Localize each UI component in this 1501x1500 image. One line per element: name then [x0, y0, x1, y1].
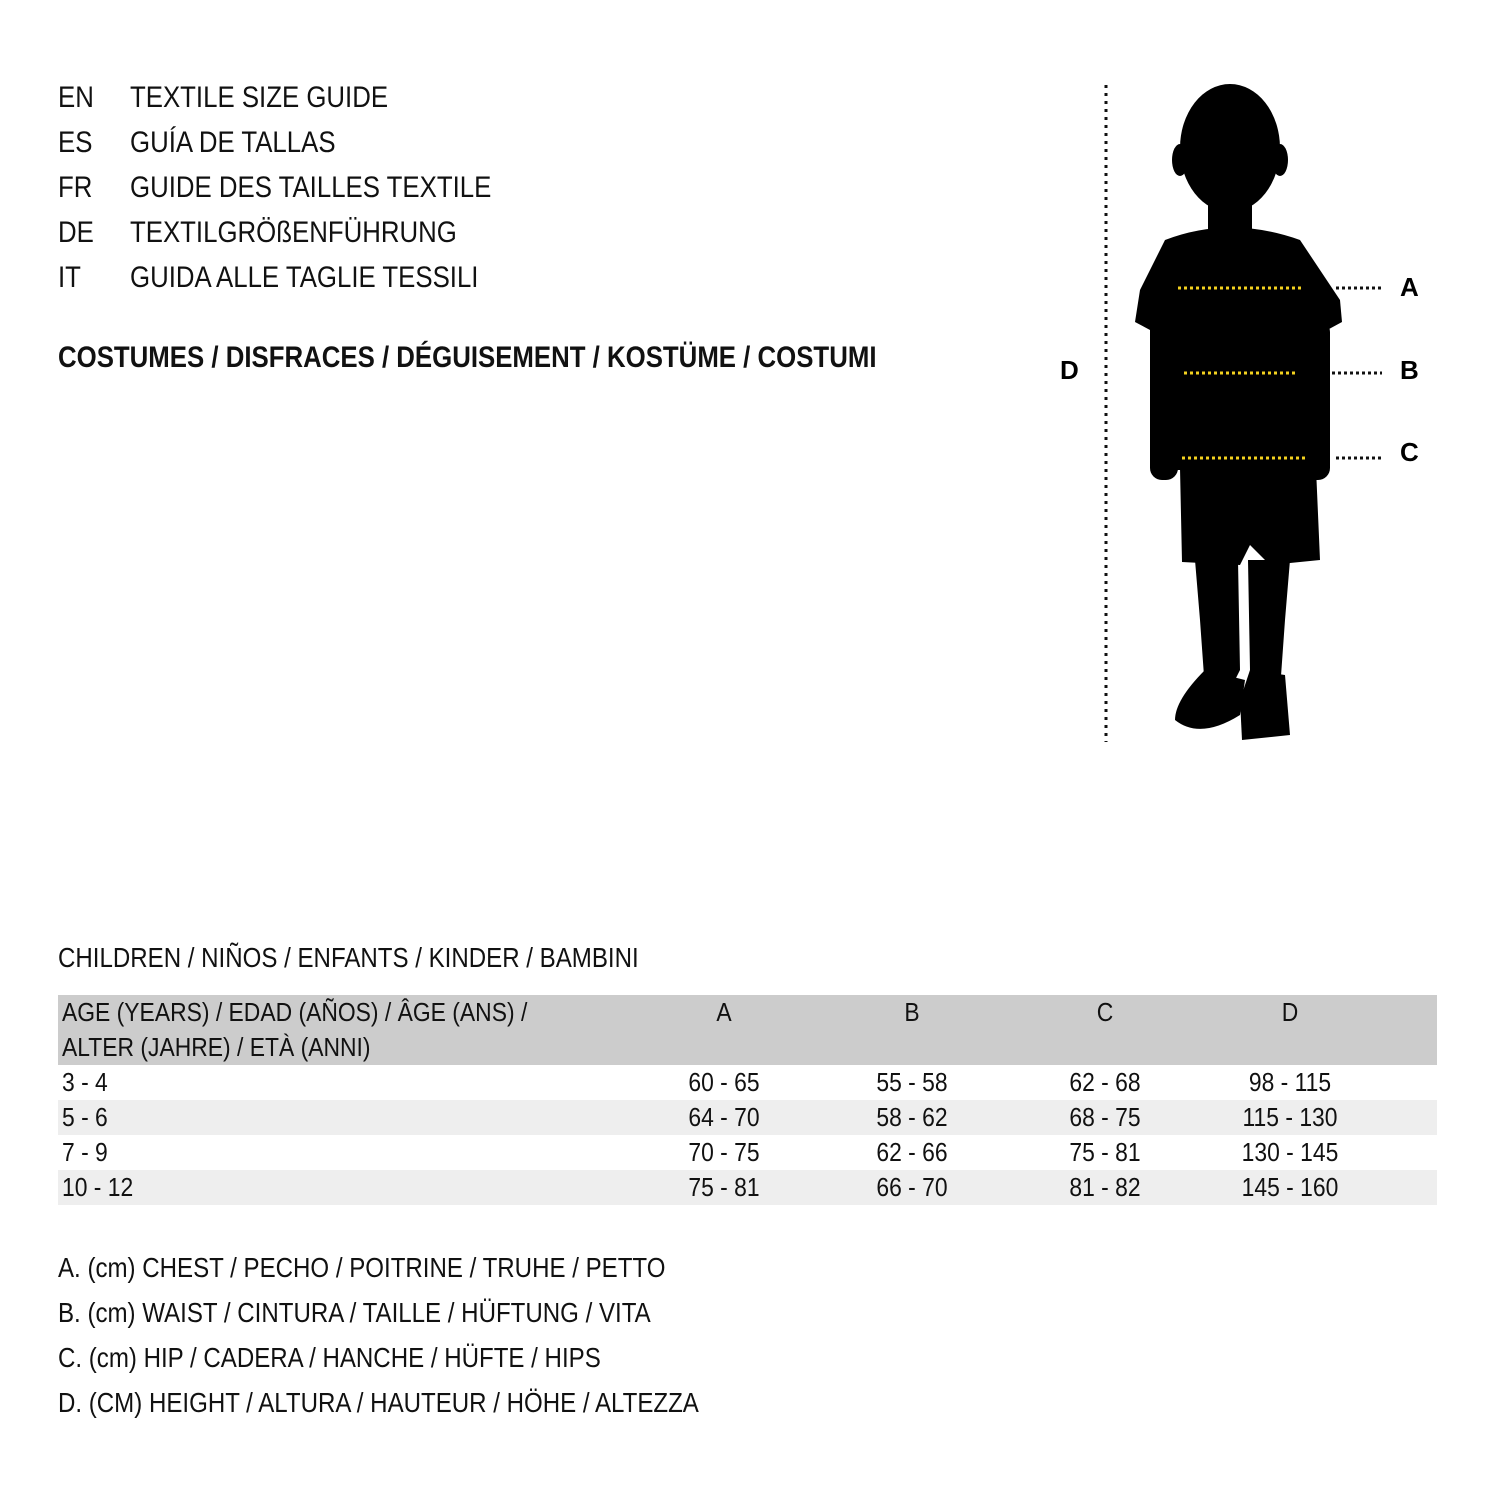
table-cell: 75 - 81: [1069, 1137, 1141, 1167]
language-code: EN: [58, 81, 94, 114]
table-cell: 55 - 58: [876, 1067, 948, 1097]
table-cell: 75 - 81: [688, 1172, 760, 1202]
column-header: D: [1281, 997, 1299, 1027]
table-cell: 66 - 70: [876, 1172, 948, 1202]
table-cell: 62 - 66: [876, 1137, 948, 1167]
table-cell: 70 - 75: [688, 1137, 760, 1167]
column-header: AGE (YEARS) / EDAD (AÑOS) / ÂGE (ANS) / …: [62, 997, 528, 1062]
table-cell: 60 - 65: [688, 1067, 760, 1097]
table-cell: 64 - 70: [688, 1102, 760, 1132]
table-cell: 98 - 115: [1248, 1067, 1332, 1097]
language-title: TEXTILE SIZE GUIDE: [130, 81, 389, 114]
language-code: DE: [58, 216, 94, 249]
legend-line: D. (CM) HEIGHT / ALTURA / HAUTEUR / HÖHE…: [58, 1387, 699, 1418]
legend-line: A. (cm) CHEST / PECHO / POITRINE / TRUHE…: [58, 1252, 666, 1283]
table-cell: 10 - 12: [62, 1172, 134, 1202]
row-bg: [58, 1100, 1437, 1135]
figure-label: B: [1400, 355, 1419, 385]
language-title: TEXTILGRÖßENFÜHRUNG: [130, 216, 457, 249]
language-title: GUIDA ALLE TAGLIE TESSILI: [130, 261, 479, 294]
figure-label: C: [1400, 437, 1419, 467]
table-cell: 7 - 9: [62, 1137, 108, 1167]
figure-label: A: [1400, 272, 1419, 302]
table-cell: 5 - 6: [62, 1102, 108, 1132]
column-header: C: [1096, 997, 1114, 1027]
row-bg: [58, 1170, 1437, 1205]
language-code: FR: [58, 171, 93, 204]
language-code: IT: [58, 261, 81, 294]
silhouette-figure: A B C D: [1060, 84, 1419, 742]
legend-line: C. (cm) HIP / CADERA / HANCHE / HÜFTE / …: [58, 1342, 601, 1373]
table-cell: 130 - 145: [1241, 1137, 1339, 1167]
column-header: A: [716, 997, 732, 1027]
header-bg: [58, 995, 1437, 1065]
table-cell: 62 - 68: [1069, 1067, 1141, 1097]
table-cell: 58 - 62: [876, 1102, 948, 1132]
subtitle: COSTUMES / DISFRACES / DÉGUISEMENT / KOS…: [58, 341, 877, 374]
table-cell: 68 - 75: [1069, 1102, 1141, 1132]
table-cell: 3 - 4: [62, 1067, 108, 1097]
table-caption: CHILDREN / NIÑOS / ENFANTS / KINDER / BA…: [58, 942, 639, 973]
table-cell: 81 - 82: [1069, 1172, 1141, 1202]
figure-label: D: [1060, 355, 1079, 385]
table-cell: 145 - 160: [1241, 1172, 1339, 1202]
language-title: GUÍA DE TALLAS: [130, 126, 336, 159]
column-header: B: [904, 997, 920, 1027]
language-title: GUIDE DES TAILLES TEXTILE: [130, 171, 492, 204]
table-cell: 115 - 130: [1242, 1102, 1338, 1132]
legend-line: B. (cm) WAIST / CINTURA / TAILLE / HÜFTU…: [58, 1297, 651, 1328]
language-code: ES: [58, 126, 93, 159]
